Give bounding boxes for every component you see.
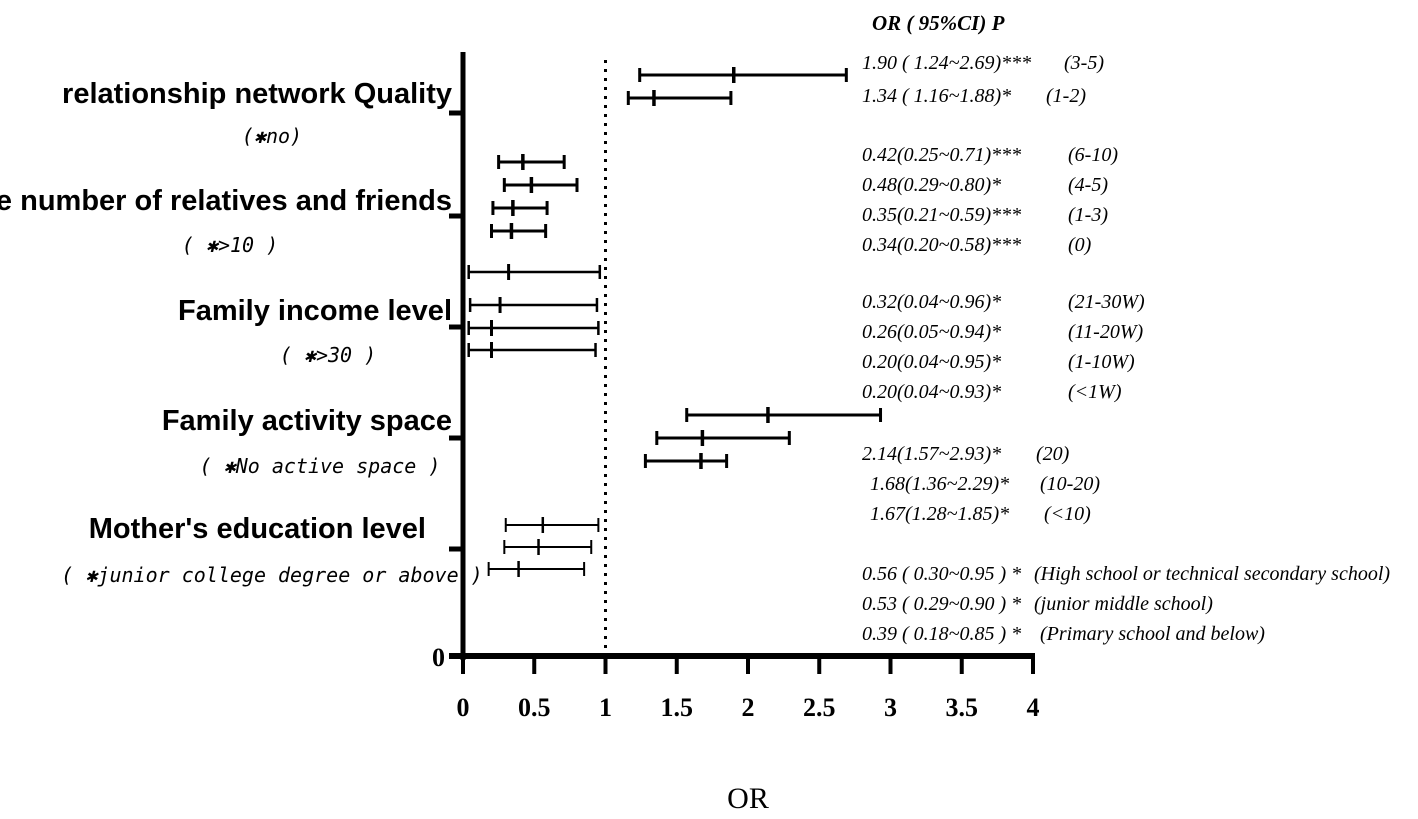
x-tick-label: 4 bbox=[1027, 693, 1040, 722]
group-label: Family activity space bbox=[162, 405, 452, 437]
x-tick-label: 2.5 bbox=[803, 693, 836, 722]
annotation-level: (21-30W) bbox=[1068, 291, 1145, 313]
annotation-level: (3-5) bbox=[1064, 52, 1104, 74]
annotation-level: (junior middle school) bbox=[1034, 593, 1213, 615]
annotation-level: (10-20) bbox=[1040, 473, 1100, 495]
annotation-level: (<1W) bbox=[1068, 381, 1122, 403]
group-reference-label: ( ✱>30 ) bbox=[280, 343, 376, 367]
group-label: The number of relatives and friends bbox=[0, 185, 452, 217]
x-tick-label: 2 bbox=[742, 693, 755, 722]
annotation-level: (20) bbox=[1036, 443, 1070, 465]
group-reference-label: ( ✱junior college degree or above ) bbox=[61, 563, 482, 587]
x-tick-label: 1.5 bbox=[661, 693, 694, 722]
annotation-or-ci: 0.42(0.25~0.71)*** bbox=[862, 144, 1021, 166]
annotation-or-ci: 1.34 ( 1.16~1.88)* bbox=[862, 85, 1011, 107]
annotation-or-ci: 1.68(1.36~2.29)* bbox=[870, 473, 1009, 495]
annotation-or-ci: 0.20(0.04~0.93)* bbox=[862, 381, 1001, 403]
annotation-or-ci: 1.67(1.28~1.85)* bbox=[870, 503, 1009, 525]
annotation-column: OR ( 95%CI) P 1.90 ( 1.24~2.69)*** (3-5) 1.… bbox=[862, 11, 1390, 645]
annotation-level: (Primary school and below) bbox=[1040, 623, 1265, 645]
annotation-level: (4-5) bbox=[1068, 174, 1108, 196]
x-axis: 0 0.5 1 1.5 2 2.5 3 3.5 4 0 OR bbox=[432, 52, 1040, 815]
annotation-or-ci: 1.90 ( 1.24~2.69)*** bbox=[862, 52, 1031, 74]
x-tick-label: 0.5 bbox=[518, 693, 551, 722]
annotation-or-ci: 0.56 ( 0.30~0.95 ) * bbox=[862, 563, 1021, 585]
annotation-header: OR ( 95%CI) P bbox=[872, 11, 1005, 35]
group-reference-label: (✱no) bbox=[242, 124, 302, 148]
annotation-or-ci: 0.35(0.21~0.59)*** bbox=[862, 204, 1021, 226]
annotation-level: (0) bbox=[1068, 234, 1092, 256]
annotation-or-ci: 0.32(0.04~0.96)* bbox=[862, 291, 1001, 313]
x-tick-label: 0 bbox=[457, 693, 470, 722]
annotation-level: (1-2) bbox=[1046, 85, 1086, 107]
annotation-or-ci: 0.34(0.20~0.58)*** bbox=[862, 234, 1021, 256]
x-axis-title: OR bbox=[727, 782, 769, 815]
x-tick-label: 3 bbox=[884, 693, 897, 722]
annotation-level: (11-20W) bbox=[1068, 321, 1143, 343]
annotation-level: (High school or technical secondary scho… bbox=[1034, 563, 1390, 585]
annotation-or-ci: 0.53 ( 0.29~0.90 ) * bbox=[862, 593, 1021, 615]
group-label: relationship network Quality bbox=[62, 78, 452, 110]
group-label: Family income level bbox=[178, 295, 452, 327]
group-reference-label: ( ✱>10 ) bbox=[182, 233, 278, 257]
y-origin-label: 0 bbox=[432, 643, 445, 672]
group-labels: relationship network Quality (✱no) The num… bbox=[0, 78, 483, 587]
x-tick-label: 1 bbox=[599, 693, 612, 722]
annotation-or-ci: 2.14(1.57~2.93)* bbox=[862, 443, 1001, 465]
annotation-or-ci: 0.48(0.29~0.80)* bbox=[862, 174, 1001, 196]
ci-marks bbox=[467, 67, 883, 577]
annotation-level: (<10) bbox=[1044, 503, 1091, 525]
group-label: Mother's education level bbox=[89, 513, 426, 545]
group-reference-label: ( ✱No active space ) bbox=[200, 454, 441, 478]
annotation-level: (1-10W) bbox=[1068, 351, 1135, 373]
annotation-level: (1-3) bbox=[1068, 204, 1108, 226]
x-tick-label: 3.5 bbox=[946, 693, 979, 722]
annotation-or-ci: 0.39 ( 0.18~0.85 ) * bbox=[862, 623, 1021, 645]
annotation-or-ci: 0.20(0.04~0.95)* bbox=[862, 351, 1001, 373]
annotation-level: (6-10) bbox=[1068, 144, 1118, 166]
annotation-or-ci: 0.26(0.05~0.94)* bbox=[862, 321, 1001, 343]
